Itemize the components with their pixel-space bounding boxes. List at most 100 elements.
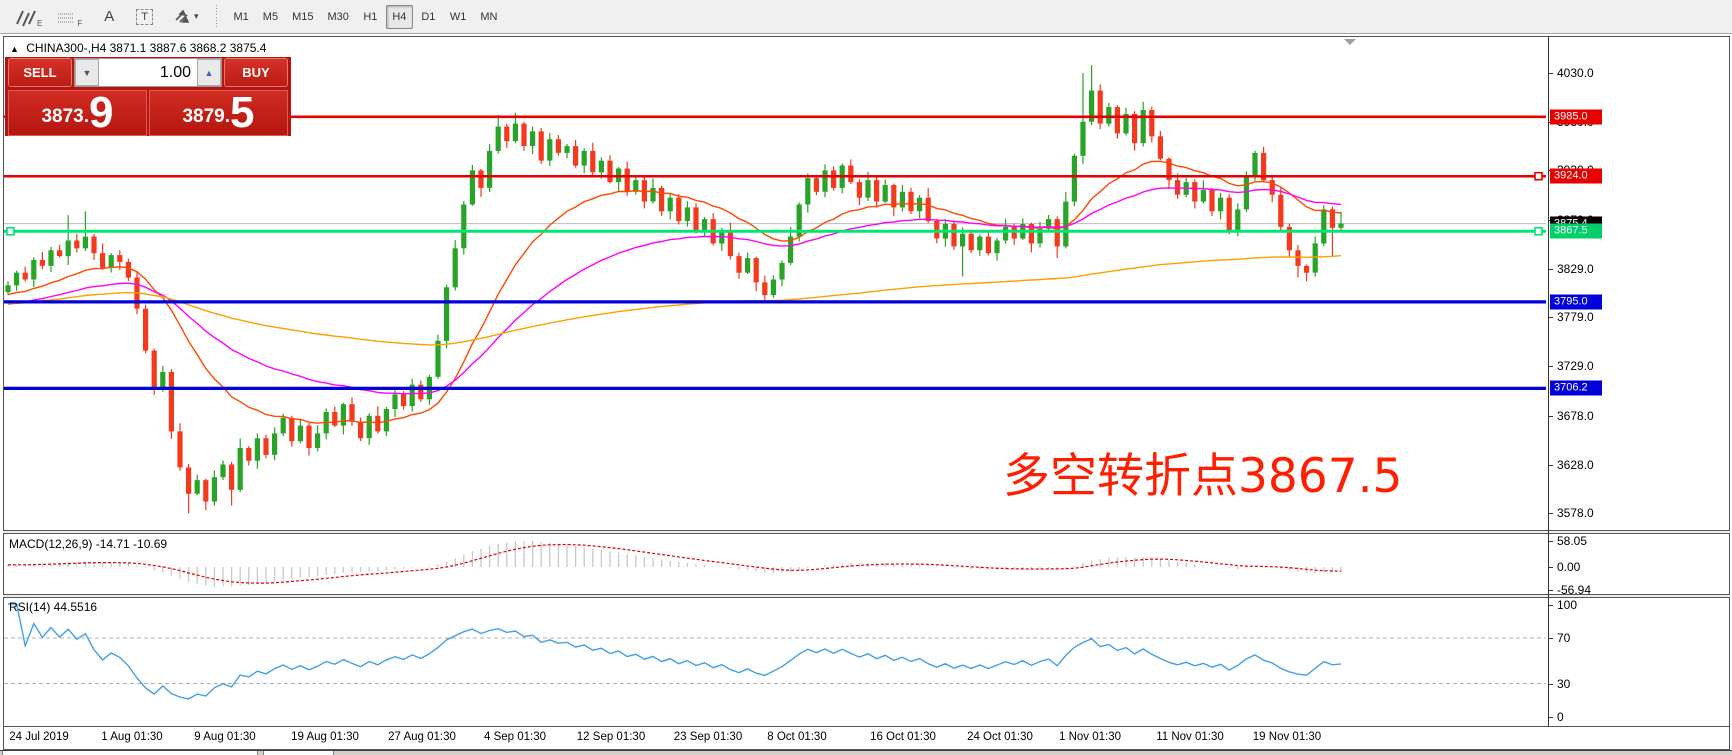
collapse-arrow-icon[interactable]: ▲ bbox=[10, 44, 19, 54]
date-tick-label: 23 Sep 01:30 bbox=[673, 731, 743, 743]
buy-price-tile[interactable]: 3879 . 5 bbox=[149, 90, 288, 136]
timeframe-button-m5[interactable]: M5 bbox=[262, 10, 279, 23]
arrows-glyph bbox=[175, 9, 190, 23]
main-toolbar: E F A T ▾ M1 M5 M15 M30 H1 H4 D1 W1 MN bbox=[0, 0, 1732, 34]
one-click-trade-panel: SELL ▼ 1.00 ▲ BUY 3873 . 9 3879 . 5 bbox=[5, 57, 291, 136]
price-tick-label: 4030.0 bbox=[1557, 66, 1594, 80]
letter-a-icon[interactable]: A bbox=[104, 6, 114, 28]
date-tick-label: 4 Sep 01:30 bbox=[483, 731, 547, 743]
price-tick-label: 3578.0 bbox=[1557, 506, 1594, 520]
bottom-window-strip bbox=[0, 750, 1732, 755]
time-axis-separator bbox=[3, 726, 1730, 727]
rsi-scale-label: 70 bbox=[1557, 631, 1571, 645]
text-box-glyph: T bbox=[136, 8, 153, 25]
buy-price-dot: . bbox=[224, 106, 231, 127]
trade-panel-top-row: SELL ▼ 1.00 ▲ BUY bbox=[5, 57, 291, 88]
volume-value[interactable]: 1.00 bbox=[99, 59, 197, 86]
sell-price-big-digit: 9 bbox=[89, 88, 114, 137]
price-tick-label: 3779.0 bbox=[1557, 310, 1594, 324]
date-tick-label: 1 Nov 01:30 bbox=[1058, 731, 1122, 743]
timeframe-button-mn[interactable]: MN bbox=[480, 10, 498, 23]
buy-price-big-digit: 5 bbox=[230, 88, 255, 137]
sell-price-main: 3873 bbox=[41, 106, 84, 127]
timeframe-button-d1[interactable]: D1 bbox=[421, 10, 436, 23]
axis-tick bbox=[1549, 416, 1553, 417]
date-tick-label: 11 Nov 01:30 bbox=[1156, 731, 1224, 743]
buy-button[interactable]: BUY bbox=[224, 58, 288, 87]
price-line-badge: 3706.2 bbox=[1550, 380, 1602, 396]
sell-price-tile[interactable]: 3873 . 9 bbox=[8, 90, 147, 136]
macd-pane-splitter[interactable] bbox=[3, 530, 1730, 534]
date-tick-label: 19 Nov 01:30 bbox=[1252, 731, 1322, 743]
price-line-badge: 3867.5 bbox=[1550, 223, 1602, 239]
date-tick-label: 19 Aug 01:30 bbox=[291, 731, 359, 743]
rsi-pane-splitter[interactable] bbox=[3, 594, 1730, 598]
timeframe-button-group: M1 M5 M15 M30 H1 H4 D1 W1 MN bbox=[227, 4, 505, 29]
symbol-ohlc-text: CHINA300-,H4 3871.1 3887.6 3868.2 3875.4 bbox=[26, 41, 267, 55]
price-line-badge: 3924.0 bbox=[1550, 168, 1602, 184]
axis-tick bbox=[1549, 605, 1553, 606]
axis-tick bbox=[1549, 73, 1553, 74]
timeframe-button-h1[interactable]: H1 bbox=[363, 10, 378, 23]
price-tick-label: 3628.0 bbox=[1557, 458, 1594, 472]
date-tick-label: 9 Aug 01:30 bbox=[194, 731, 256, 743]
rsi-scale-label: 0 bbox=[1557, 710, 1564, 724]
axis-tick bbox=[1549, 465, 1553, 466]
axis-tick bbox=[1549, 513, 1553, 514]
letter-a-glyph: A bbox=[104, 8, 115, 25]
timeframe-button-h4[interactable]: H4 bbox=[385, 4, 413, 29]
arrows-style-icon[interactable]: ▾ bbox=[173, 6, 199, 28]
axis-tick bbox=[1549, 269, 1553, 270]
grid-glyph bbox=[58, 13, 75, 22]
sell-button[interactable]: SELL bbox=[8, 58, 72, 87]
price-tick-label: 3829.0 bbox=[1557, 262, 1594, 276]
chart-bars-glyph bbox=[16, 10, 36, 26]
date-tick-label: 24 Jul 2019 bbox=[9, 731, 69, 743]
rsi-scale-label: 30 bbox=[1557, 677, 1571, 691]
macd-scale-label: 0.00 bbox=[1557, 560, 1581, 574]
date-tick-label: 8 Oct 01:30 bbox=[767, 731, 827, 743]
price-axis-divider bbox=[1548, 36, 1549, 726]
text-box-icon[interactable]: T bbox=[136, 6, 153, 28]
bottom-tab[interactable] bbox=[263, 751, 334, 755]
timeframe-button-m1[interactable]: M1 bbox=[233, 10, 249, 23]
sell-price-dot: . bbox=[83, 106, 90, 127]
chart-annotation-text[interactable]: 多空转折点3867.5 bbox=[1003, 449, 1403, 504]
icon-sub-label: F bbox=[77, 18, 83, 28]
timeframe-button-m30[interactable]: M30 bbox=[327, 10, 349, 23]
date-tick-label: 16 Oct 01:30 bbox=[870, 731, 936, 743]
axis-tick bbox=[1549, 638, 1553, 639]
axis-tick bbox=[1549, 567, 1553, 568]
timeframe-button-m15[interactable]: M15 bbox=[292, 10, 314, 23]
price-tick-label: 3729.0 bbox=[1557, 359, 1594, 373]
macd-scale-label: 58.05 bbox=[1557, 534, 1588, 548]
chart-window bbox=[3, 36, 1730, 750]
axis-tick bbox=[1549, 717, 1553, 718]
price-line-badge: 3985.0 bbox=[1550, 109, 1602, 125]
price-line-badge: 3795.0 bbox=[1550, 294, 1602, 310]
price-tick-label: 3678.0 bbox=[1557, 409, 1594, 423]
buy-price-main: 3879 bbox=[182, 106, 225, 127]
volume-increase-button[interactable]: ▲ bbox=[197, 59, 221, 86]
axis-tick bbox=[1549, 541, 1553, 542]
volume-stepper: ▼ 1.00 ▲ bbox=[74, 58, 222, 87]
bottom-tab[interactable] bbox=[2, 751, 258, 755]
date-tick-label: 27 Aug 01:30 bbox=[388, 731, 456, 743]
toolbar-grip[interactable] bbox=[214, 4, 219, 29]
axis-tick bbox=[1549, 366, 1553, 367]
grid-icon[interactable]: F bbox=[56, 6, 82, 28]
date-tick-label: 1 Aug 01:30 bbox=[101, 731, 163, 743]
chart-header: ▲ CHINA300-,H4 3871.1 3887.6 3868.2 3875… bbox=[10, 41, 266, 55]
icon-sub-label: E bbox=[37, 18, 43, 28]
dropdown-caret-icon[interactable]: ▾ bbox=[193, 11, 199, 21]
axis-tick bbox=[1549, 684, 1553, 685]
rsi-scale-label: 100 bbox=[1557, 598, 1578, 612]
trade-panel-price-row: 3873 . 9 3879 . 5 bbox=[5, 90, 291, 136]
axis-tick bbox=[1549, 590, 1553, 591]
axis-tick bbox=[1549, 317, 1553, 318]
volume-decrease-button[interactable]: ▼ bbox=[75, 59, 99, 86]
chart-bars-icon[interactable]: E bbox=[14, 6, 42, 28]
timeframe-button-w1[interactable]: W1 bbox=[449, 10, 467, 23]
rsi-label: RSI(14) 44.5516 bbox=[9, 600, 98, 614]
macd-label: MACD(12,26,9) -14.71 -10.69 bbox=[9, 537, 168, 551]
